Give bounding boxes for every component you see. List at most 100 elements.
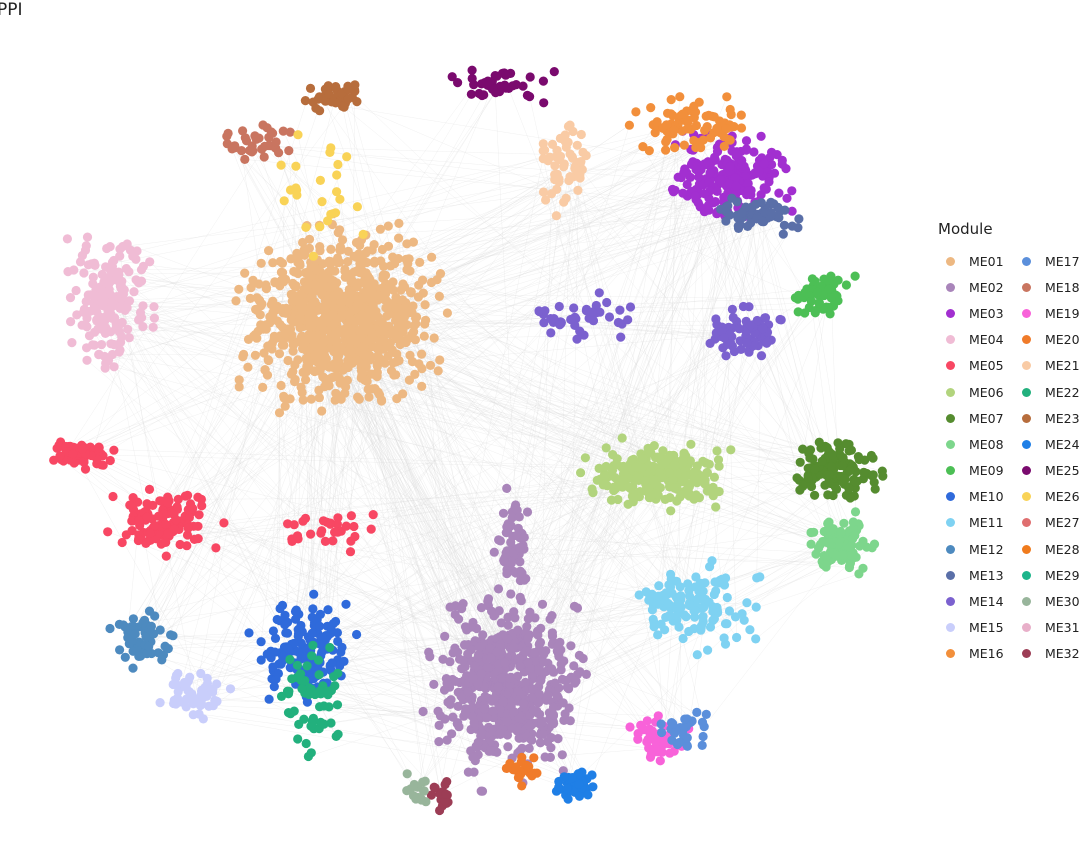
node bbox=[758, 324, 768, 334]
node bbox=[665, 493, 675, 503]
node bbox=[694, 172, 704, 182]
node bbox=[670, 461, 680, 471]
node bbox=[296, 638, 306, 648]
node bbox=[145, 528, 155, 538]
legend-label: ME15 bbox=[969, 620, 1004, 636]
node bbox=[358, 229, 368, 239]
node bbox=[859, 467, 869, 477]
plot-title: PPI bbox=[0, 0, 23, 20]
legend-label: ME27 bbox=[1045, 515, 1080, 531]
node bbox=[362, 246, 373, 256]
legend-label: ME16 bbox=[969, 646, 1004, 662]
node bbox=[709, 614, 720, 624]
node bbox=[344, 296, 354, 307]
node bbox=[666, 506, 676, 516]
node bbox=[565, 149, 575, 159]
node bbox=[751, 602, 761, 612]
node bbox=[402, 769, 412, 779]
node bbox=[318, 516, 329, 526]
legend-item-me20: ME20 bbox=[1014, 327, 1080, 353]
node bbox=[638, 454, 648, 464]
node bbox=[642, 737, 652, 747]
node bbox=[661, 588, 671, 598]
node bbox=[496, 618, 506, 628]
node bbox=[679, 140, 689, 150]
node bbox=[450, 676, 460, 687]
node bbox=[332, 519, 342, 529]
node bbox=[546, 328, 556, 338]
node bbox=[250, 350, 260, 360]
node bbox=[467, 65, 477, 75]
node bbox=[532, 768, 542, 778]
node bbox=[498, 697, 508, 707]
node bbox=[705, 133, 716, 143]
node bbox=[485, 643, 495, 653]
node bbox=[684, 598, 695, 608]
node bbox=[409, 779, 419, 790]
node bbox=[82, 322, 92, 332]
node bbox=[477, 90, 487, 101]
node bbox=[420, 300, 430, 310]
node bbox=[808, 454, 818, 464]
node bbox=[375, 224, 385, 234]
node bbox=[438, 654, 448, 664]
node bbox=[811, 549, 821, 559]
node bbox=[766, 208, 777, 218]
node bbox=[555, 133, 566, 143]
node bbox=[460, 640, 470, 650]
node bbox=[814, 298, 824, 308]
node bbox=[725, 104, 735, 115]
node bbox=[394, 233, 404, 243]
node bbox=[194, 510, 204, 520]
node bbox=[315, 702, 325, 712]
node bbox=[548, 719, 559, 729]
node bbox=[425, 360, 436, 370]
node bbox=[548, 702, 559, 712]
node bbox=[453, 78, 463, 88]
node bbox=[495, 536, 505, 546]
node bbox=[665, 450, 675, 460]
node bbox=[368, 301, 378, 311]
node bbox=[497, 673, 508, 683]
legend-item-me26: ME26 bbox=[1014, 484, 1080, 510]
node bbox=[565, 172, 575, 182]
node bbox=[321, 354, 331, 364]
node bbox=[467, 73, 477, 84]
node bbox=[840, 474, 850, 484]
node bbox=[433, 706, 443, 716]
node bbox=[509, 607, 519, 617]
node bbox=[664, 468, 675, 478]
node bbox=[355, 240, 365, 250]
node bbox=[288, 278, 298, 288]
node bbox=[293, 317, 304, 327]
node bbox=[694, 586, 704, 596]
node bbox=[631, 462, 641, 472]
node bbox=[429, 333, 439, 343]
node bbox=[256, 320, 266, 330]
node bbox=[382, 311, 392, 321]
node bbox=[349, 333, 359, 343]
node bbox=[318, 338, 328, 348]
node bbox=[259, 152, 269, 162]
node bbox=[514, 724, 524, 735]
node bbox=[306, 529, 316, 539]
node bbox=[335, 374, 345, 384]
legend-label: ME25 bbox=[1045, 463, 1080, 479]
node bbox=[769, 199, 779, 209]
node bbox=[108, 491, 118, 502]
legend-label: ME21 bbox=[1045, 358, 1080, 374]
node bbox=[82, 343, 92, 353]
node bbox=[521, 646, 531, 656]
node bbox=[543, 690, 553, 701]
node bbox=[628, 492, 639, 502]
node bbox=[724, 606, 735, 616]
node bbox=[675, 492, 685, 502]
legend-swatch bbox=[946, 256, 955, 266]
node bbox=[268, 258, 278, 268]
node bbox=[142, 512, 152, 522]
node bbox=[580, 453, 591, 463]
node bbox=[836, 526, 846, 537]
node bbox=[668, 719, 678, 729]
node bbox=[727, 304, 738, 314]
node bbox=[404, 375, 414, 385]
